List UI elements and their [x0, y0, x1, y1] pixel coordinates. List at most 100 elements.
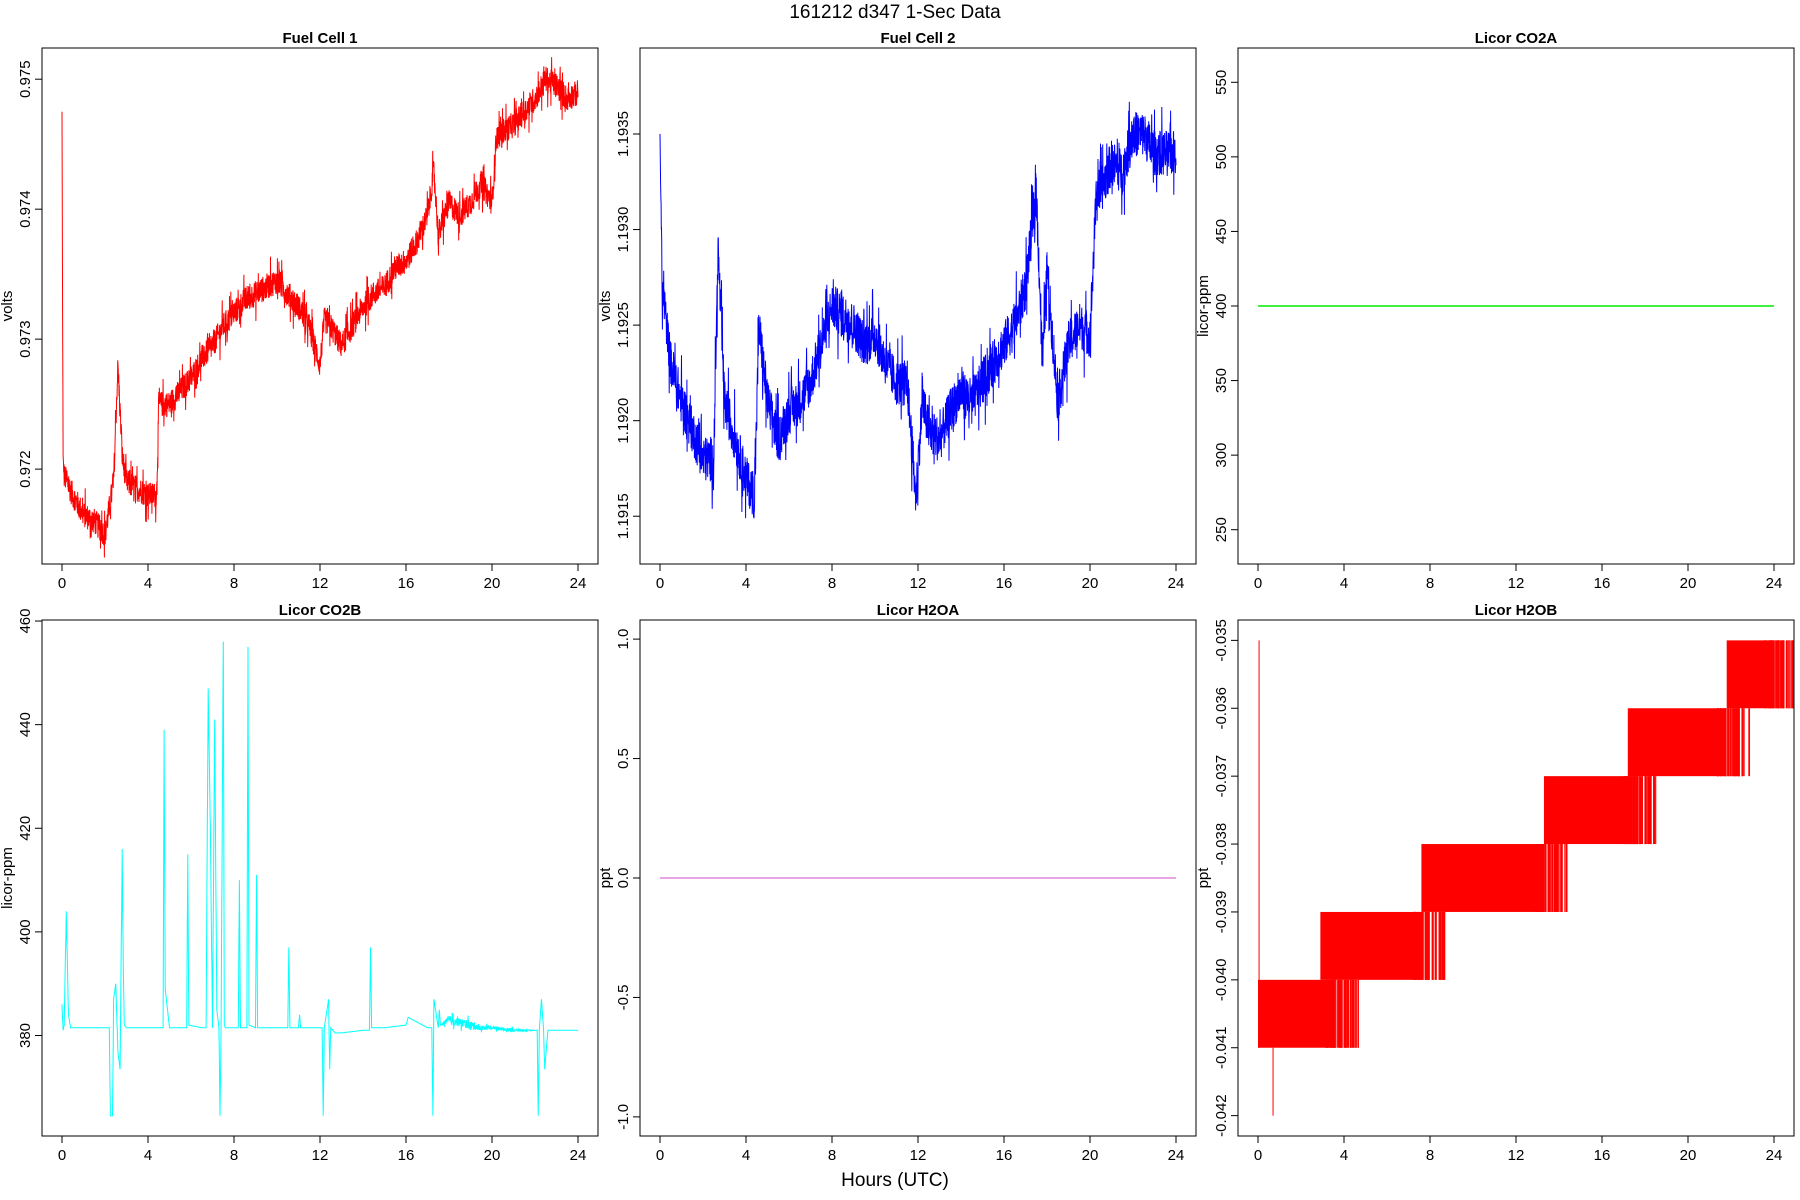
fuel-cell-2-y-axis-label: volts [597, 291, 614, 322]
fuel-cell-1-title: Fuel Cell 1 [282, 30, 357, 47]
licor-h2ob-y-tick-label: -0.042 [1213, 1094, 1230, 1137]
licor-co2a-y-tick-label: 250 [1213, 517, 1230, 542]
licor-h2ob-y-tick-label: -0.037 [1213, 755, 1230, 798]
licor-h2ob-y-tick-label: -0.035 [1213, 619, 1230, 662]
fuel-cell-1-x-tick-label: 20 [484, 575, 501, 592]
fuel-cell-2-series-line [659, 101, 1177, 519]
licor-co2a-y-tick-label: 300 [1213, 443, 1230, 468]
licor-h2ob-band-2 [1421, 844, 1568, 912]
licor-h2oa-x-tick-label: 0 [656, 1147, 664, 1164]
licor-h2ob-title: Licor H2OB [1475, 602, 1558, 619]
fuel-cell-2-x-tick-label: 0 [656, 575, 664, 592]
licor-co2a-y-tick-label: 450 [1213, 219, 1230, 244]
licor-h2oa-y-tick-label: -0.5 [615, 985, 632, 1011]
licor-h2ob-band-0 [1258, 979, 1359, 1048]
licor-h2ob-band-4 [1627, 708, 1751, 777]
fuel-cell-1-y-tick-label: 0.975 [17, 60, 34, 98]
fuel-cell-2-y-tick-label: 1.1930 [615, 207, 632, 253]
figure-x-axis-label: Hours (UTC) [841, 1170, 949, 1191]
licor-h2ob-x-tick-label: 16 [1594, 1147, 1611, 1164]
licor-h2ob-data [1258, 640, 1794, 1116]
licor-co2a-x-tick-label: 20 [1680, 575, 1697, 592]
licor-h2ob-y-axis-label: ppt [1195, 867, 1212, 889]
licor-h2ob-x-tick-label: 24 [1766, 1147, 1783, 1164]
licor-co2b-x-tick-label: 16 [398, 1147, 415, 1164]
licor-h2ob-band-fill [1258, 979, 1336, 1048]
licor-h2ob-y-tick-label: -0.039 [1213, 891, 1230, 934]
licor-h2oa-x-tick-label: 4 [742, 1147, 750, 1164]
fuel-cell-2-y-tick-label: 1.1935 [615, 111, 632, 157]
fuel-cell-1-x-tick-label: 0 [58, 575, 66, 592]
licor-h2ob-band-1 [1320, 911, 1446, 980]
fuel-cell-1-data [61, 57, 579, 558]
fuel-cell-2-x-tick-label: 20 [1082, 575, 1099, 592]
licor-co2a-x-tick-label: 8 [1426, 575, 1434, 592]
licor-co2b-y-tick-label: 440 [17, 712, 34, 737]
fuel-cell-1-y-tick-label: 0.974 [17, 190, 34, 228]
licor-co2a-y-tick-label: 500 [1213, 144, 1230, 169]
licor-co2a-x-tick-label: 12 [1508, 575, 1525, 592]
licor-h2oa-x-tick-label: 20 [1082, 1147, 1099, 1164]
fuel-cell-1-x-tick-label: 12 [312, 575, 329, 592]
licor-h2oa-x-tick-label: 16 [996, 1147, 1013, 1164]
licor-h2oa-title: Licor H2OA [877, 602, 960, 619]
licor-h2ob-x-tick-label: 4 [1340, 1147, 1348, 1164]
licor-h2oa-y-tick-label: -1.0 [615, 1104, 632, 1130]
fuel-cell-2-title: Fuel Cell 2 [880, 30, 955, 47]
fuel-cell-2-y-tick-label: 1.1925 [615, 302, 632, 348]
licor-h2oa-y-tick-label: 0.0 [615, 868, 632, 889]
licor-co2b-data [61, 641, 578, 1117]
licor-co2b-y-axis-label: licor-ppm [0, 847, 16, 909]
licor-co2b-x-tick-label: 20 [484, 1147, 501, 1164]
chart-panel-licor-co2a: Licor CO2A licor-ppm 0 4 8 12 16 20 24 250 300 350 4… [1195, 30, 1795, 592]
licor-co2b-x-tick-label: 8 [230, 1147, 238, 1164]
licor-h2oa-x-tick-label: 8 [828, 1147, 836, 1164]
fuel-cell-1-y-tick-label: 0.973 [17, 320, 34, 358]
fuel-cell-1-series-line [61, 57, 579, 558]
fuel-cell-2-y-tick-label: 1.1915 [615, 493, 632, 539]
licor-co2b-y-tick-label: 400 [17, 919, 34, 944]
licor-co2a-title: Licor CO2A [1475, 30, 1558, 47]
licor-co2a-y-tick-label: 400 [1213, 293, 1230, 318]
licor-co2b-x-tick-label: 24 [570, 1147, 587, 1164]
licor-h2ob-x-tick-label: 20 [1680, 1147, 1697, 1164]
licor-h2oa-x-tick-label: 12 [910, 1147, 927, 1164]
chart-panel-fuel-cell-2: Fuel Cell 2 volts 0 4 8 12 16 20 24 1.1915 1.1920 1… [597, 30, 1197, 592]
licor-co2a-x-tick-label: 0 [1254, 575, 1262, 592]
licor-h2ob-band-fill [1543, 776, 1633, 845]
licor-co2b-y-tick-label: 380 [17, 1023, 34, 1048]
licor-h2oa-x-tick-label: 24 [1168, 1147, 1185, 1164]
licor-h2ob-band-fill [1627, 708, 1727, 777]
licor-h2oa-y-tick-label: 1.0 [615, 629, 632, 650]
fuel-cell-2-x-tick-label: 8 [828, 575, 836, 592]
licor-co2a-x-tick-label: 16 [1594, 575, 1611, 592]
fuel-cell-2-y-tick-label: 1.1920 [615, 398, 632, 444]
licor-co2b-x-tick-label: 4 [144, 1147, 152, 1164]
chart-panel-licor-h2oa: Licor H2OA ppt 0 4 8 12 16 20 24 -1.0 -0.5 0.0 0.5 1.… [597, 602, 1197, 1164]
licor-h2oa-y-tick-label: 0.5 [615, 748, 632, 769]
chart-panel-fuel-cell-1: Fuel Cell 1 volts 0 4 8 12 16 20 24 0.972 0.973 0.9… [0, 30, 599, 592]
licor-co2b-y-tick-label: 460 [17, 609, 34, 634]
licor-h2ob-band-fill [1421, 844, 1544, 912]
licor-h2ob-band-5 [1726, 640, 1794, 709]
fuel-cell-1-x-tick-label: 16 [398, 575, 415, 592]
licor-h2ob-y-tick-label: -0.041 [1213, 1026, 1230, 1069]
licor-h2ob-x-tick-label: 0 [1254, 1147, 1262, 1164]
licor-h2ob-x-tick-label: 12 [1508, 1147, 1525, 1164]
licor-co2b-title: Licor CO2B [279, 602, 362, 619]
licor-co2a-y-axis-label: licor-ppm [1195, 275, 1212, 337]
figure-title: 161212 d347 1-Sec Data [789, 2, 1001, 23]
fuel-cell-2-data [659, 101, 1177, 519]
fuel-cell-1-y-axis-label: volts [0, 291, 16, 322]
licor-h2ob-band-fill [1320, 911, 1422, 980]
licor-co2b-x-tick-label: 12 [312, 1147, 329, 1164]
fuel-cell-2-x-tick-label: 4 [742, 575, 750, 592]
fuel-cell-1-x-tick-label: 24 [570, 575, 587, 592]
licor-co2a-y-tick-label: 550 [1213, 70, 1230, 95]
licor-h2ob-y-tick-label: -0.036 [1213, 687, 1230, 730]
fuel-cell-2-x-tick-label: 16 [996, 575, 1013, 592]
fuel-cell-2-x-tick-label: 12 [910, 575, 927, 592]
licor-co2b-series-line [61, 641, 578, 1117]
